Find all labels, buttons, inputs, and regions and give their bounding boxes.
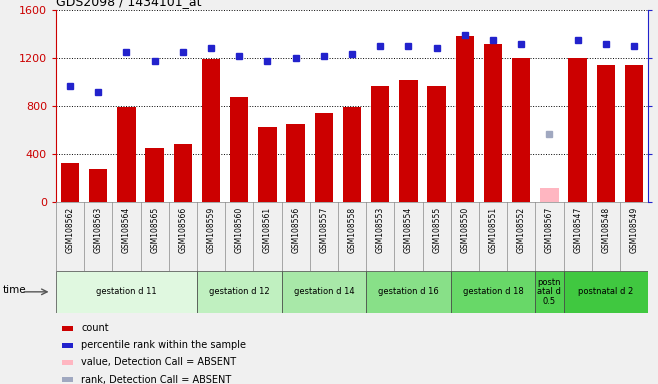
Text: GSM108567: GSM108567 (545, 207, 554, 253)
Bar (62, 360, 72, 365)
Bar (455, 36, 474, 202)
Bar (145, 147, 164, 202)
Bar (62, 343, 72, 348)
Text: value, Detection Call = ABSENT: value, Detection Call = ABSENT (82, 358, 236, 367)
Bar (563, 271, 648, 313)
Bar (258, 127, 276, 202)
Text: GSM108560: GSM108560 (235, 207, 243, 253)
Text: gestation d 12: gestation d 12 (209, 287, 270, 296)
Bar (282, 271, 366, 313)
Bar (197, 271, 282, 313)
Bar (315, 113, 333, 202)
Text: GDS2098 / 1434101_at: GDS2098 / 1434101_at (56, 0, 201, 8)
Text: GSM108558: GSM108558 (347, 207, 357, 253)
Text: GSM108555: GSM108555 (432, 207, 441, 253)
Text: GSM108559: GSM108559 (207, 207, 216, 253)
Bar (569, 58, 587, 202)
Bar (89, 169, 107, 202)
Text: postnatal d 2: postnatal d 2 (578, 287, 634, 296)
Bar (399, 80, 418, 202)
Bar (230, 97, 249, 202)
Text: GSM108547: GSM108547 (573, 207, 582, 253)
Bar (540, 189, 559, 202)
Text: GSM108566: GSM108566 (178, 207, 188, 253)
Text: percentile rank within the sample: percentile rank within the sample (82, 340, 246, 350)
Bar (451, 271, 536, 313)
Bar (61, 163, 79, 202)
Bar (202, 59, 220, 202)
Bar (286, 124, 305, 202)
Text: GSM108548: GSM108548 (601, 207, 611, 253)
Text: time: time (3, 285, 26, 295)
Text: postn
atal d
0.5: postn atal d 0.5 (538, 278, 561, 306)
Text: count: count (82, 323, 109, 333)
Text: GSM108551: GSM108551 (488, 207, 497, 253)
Bar (343, 107, 361, 202)
Text: GSM108549: GSM108549 (630, 207, 638, 253)
Bar (174, 144, 192, 202)
Bar (512, 58, 530, 202)
Bar (62, 377, 72, 382)
Bar (597, 65, 615, 202)
Bar (371, 86, 390, 202)
Text: GSM108565: GSM108565 (150, 207, 159, 253)
Bar (62, 326, 72, 331)
Text: GSM108553: GSM108553 (376, 207, 385, 253)
Text: GSM108562: GSM108562 (66, 207, 74, 253)
Text: gestation d 18: gestation d 18 (463, 287, 523, 296)
Text: GSM108564: GSM108564 (122, 207, 131, 253)
Bar (56, 271, 197, 313)
Text: GSM108561: GSM108561 (263, 207, 272, 253)
Text: gestation d 14: gestation d 14 (293, 287, 354, 296)
Text: GSM108554: GSM108554 (404, 207, 413, 253)
Bar (117, 107, 136, 202)
Text: GSM108550: GSM108550 (461, 207, 469, 253)
Text: GSM108556: GSM108556 (291, 207, 300, 253)
Text: rank, Detection Call = ABSENT: rank, Detection Call = ABSENT (82, 374, 232, 384)
Bar (536, 271, 563, 313)
Bar (366, 271, 451, 313)
Text: GSM108557: GSM108557 (319, 207, 328, 253)
Text: GSM108563: GSM108563 (93, 207, 103, 253)
Bar (428, 86, 446, 202)
Bar (484, 45, 502, 202)
Bar (625, 65, 643, 202)
Text: gestation d 11: gestation d 11 (96, 287, 157, 296)
Text: GSM108552: GSM108552 (517, 207, 526, 253)
Text: gestation d 16: gestation d 16 (378, 287, 439, 296)
